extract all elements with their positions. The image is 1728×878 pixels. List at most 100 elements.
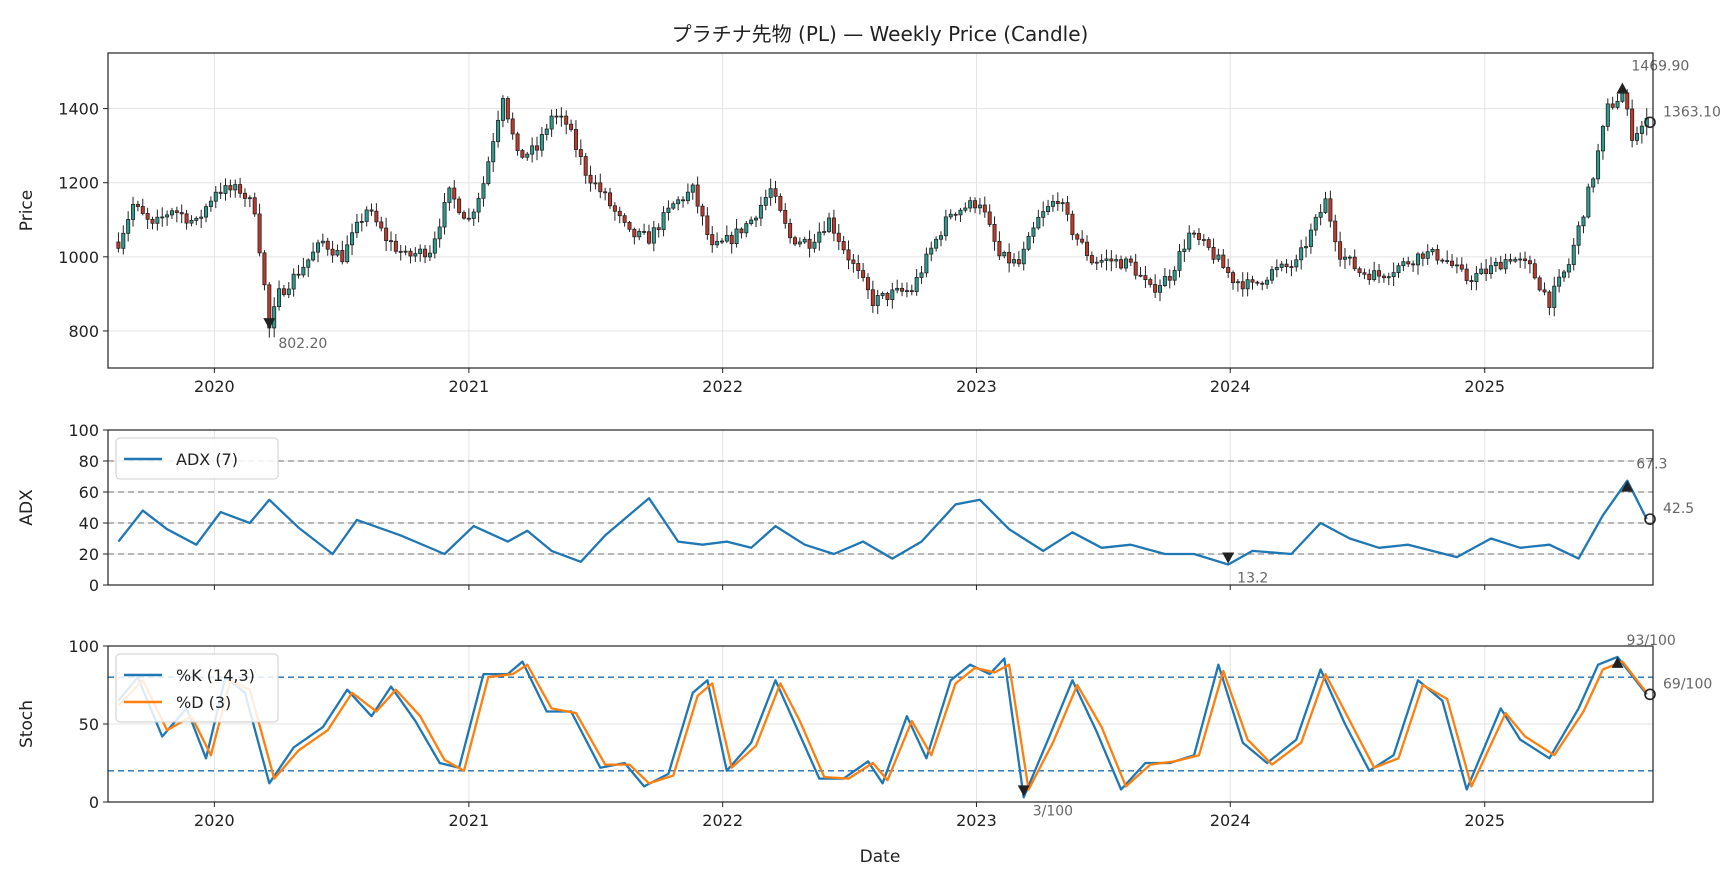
candle-body: [651, 227, 656, 244]
candle-body: [1172, 269, 1177, 281]
candle-body: [1099, 260, 1104, 263]
candle-body: [846, 249, 851, 261]
candle-body: [408, 250, 413, 257]
candle-body: [1313, 216, 1318, 231]
candle-body: [1138, 274, 1143, 277]
candle-body: [768, 188, 773, 198]
x-tick-label: 2021: [449, 377, 490, 396]
annotation-label: 13.2: [1237, 571, 1268, 587]
candle-body: [535, 145, 540, 151]
candle-body: [1216, 254, 1221, 260]
candle-body: [685, 191, 690, 202]
candle-body: [462, 212, 467, 219]
candle-body: [1561, 271, 1566, 278]
candle-body: [369, 209, 374, 212]
annotation-label: 93/100: [1627, 633, 1676, 649]
candle-body: [345, 244, 350, 263]
candle-body: [1464, 268, 1469, 281]
candle-body: [608, 192, 613, 207]
series-line-0: [117, 655, 1648, 799]
candle-body: [564, 115, 569, 125]
candle-body: [909, 290, 914, 293]
candle-body: [1041, 211, 1046, 218]
candle-body: [1635, 133, 1640, 141]
candle-body: [1576, 225, 1581, 246]
price-panel: 800 1000 1200 1400 2020 2021 2022 2023 2024 2025 P…: [17, 52, 1721, 396]
plot-frame: [107, 429, 1654, 586]
last-value-marker: [1644, 513, 1656, 525]
x-tick-label: 2022: [702, 811, 743, 830]
candle-body: [1089, 255, 1094, 264]
y-tick-label: 0: [89, 793, 99, 812]
y-axis-label: Price: [17, 190, 37, 231]
candle-body: [690, 184, 695, 193]
candle-body: [272, 306, 277, 329]
candle-body: [1532, 263, 1537, 279]
candle-body: [500, 98, 505, 121]
candle-body: [1625, 92, 1630, 110]
candle-body: [1182, 248, 1187, 252]
candle-body: [724, 235, 729, 242]
candle-body: [549, 115, 554, 130]
candle-body: [388, 240, 393, 243]
max-marker: [1616, 82, 1629, 94]
candle-body: [578, 149, 583, 157]
candle-body: [204, 206, 209, 218]
candle-body: [890, 289, 895, 300]
candle-body: [1411, 263, 1416, 266]
candle-body: [729, 235, 734, 245]
candle-body: [885, 293, 890, 300]
candle-body: [1527, 260, 1532, 265]
y-tick-label: 60: [79, 483, 99, 502]
candle-body: [1342, 256, 1347, 260]
candle-body: [1187, 232, 1192, 250]
candle-body: [1454, 264, 1459, 267]
candle-body: [476, 197, 481, 213]
candle-body: [1007, 252, 1012, 264]
y-tick-label: 50: [79, 715, 99, 734]
candle-body: [865, 277, 870, 291]
max-marker: [1621, 480, 1634, 492]
candle-body: [1046, 205, 1051, 213]
candle-body: [1440, 259, 1445, 262]
candle-body: [1372, 270, 1377, 281]
candle-body: [228, 185, 233, 191]
candle-body: [1523, 258, 1528, 262]
annotation-label: 1469.90: [1631, 59, 1689, 75]
candle-body: [1065, 202, 1070, 215]
candle-body: [223, 185, 228, 194]
candle-body: [1488, 265, 1493, 275]
candle-body: [1289, 266, 1294, 269]
candle-body: [1016, 259, 1021, 265]
stochastic-panel: 0 50 100 2020 2021 2022 2023 2024 2025 Stoch %K (1…: [17, 633, 1712, 830]
candle-body: [1333, 220, 1338, 243]
x-axis-label: Date: [860, 847, 901, 867]
candle-body: [763, 196, 768, 206]
candle-body: [1109, 258, 1114, 262]
candle-body: [598, 182, 603, 193]
candle-body: [1518, 258, 1523, 261]
candle-body: [817, 231, 822, 243]
candle-body: [715, 241, 720, 246]
series-line-1: [117, 660, 1648, 791]
candle-body: [934, 238, 939, 249]
x-tick-label: 2024: [1210, 811, 1251, 830]
candle-body: [1133, 261, 1138, 276]
candle-body: [242, 192, 247, 199]
candle-body: [1406, 261, 1411, 265]
candle-body: [1080, 238, 1085, 243]
candle-body: [807, 238, 812, 249]
legend-label: ADX (7): [176, 450, 238, 469]
candle-body: [238, 184, 243, 194]
candle-body: [1012, 259, 1017, 264]
candle-body: [1050, 201, 1055, 207]
candle-body: [140, 206, 145, 214]
annotation-label: 42.5: [1663, 501, 1694, 517]
candle-body: [1557, 276, 1562, 287]
candle-body: [306, 259, 311, 268]
candle-body: [1167, 276, 1172, 281]
candle-body: [1498, 261, 1503, 270]
candle-body: [1123, 258, 1128, 269]
candle-body: [116, 241, 121, 249]
candle-body: [973, 200, 978, 209]
